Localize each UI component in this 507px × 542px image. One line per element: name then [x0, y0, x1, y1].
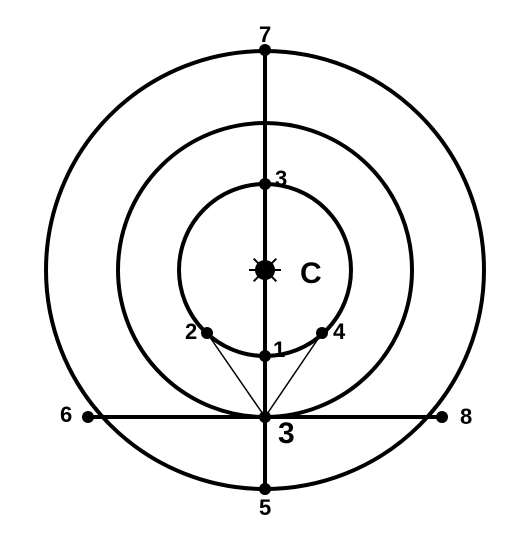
label-p7: 7: [259, 22, 271, 47]
point-p2: [201, 327, 213, 339]
point-p6: [82, 411, 94, 423]
label-p5: 5: [259, 495, 271, 520]
thin-line-0: [207, 333, 265, 417]
label-p8: 8: [460, 404, 472, 429]
label-p4: 4: [333, 319, 346, 344]
point-p4: [316, 327, 328, 339]
point-p3_inner_top: [259, 178, 271, 190]
label-p3_top: 3: [275, 166, 287, 191]
point-p3_mid_bot: [259, 411, 271, 423]
label-p3_big: 3: [278, 417, 295, 450]
geometry-diagram: C 1 2 3 4 5 6 7 8 3: [0, 0, 507, 542]
label-p2: 2: [185, 319, 197, 344]
point-p8: [436, 411, 448, 423]
point-p1: [259, 350, 271, 362]
point-center: [255, 260, 275, 280]
label-p1: 1: [273, 337, 285, 362]
point-p5: [259, 483, 271, 495]
label-center: C: [300, 257, 322, 290]
label-p6: 6: [60, 402, 72, 427]
